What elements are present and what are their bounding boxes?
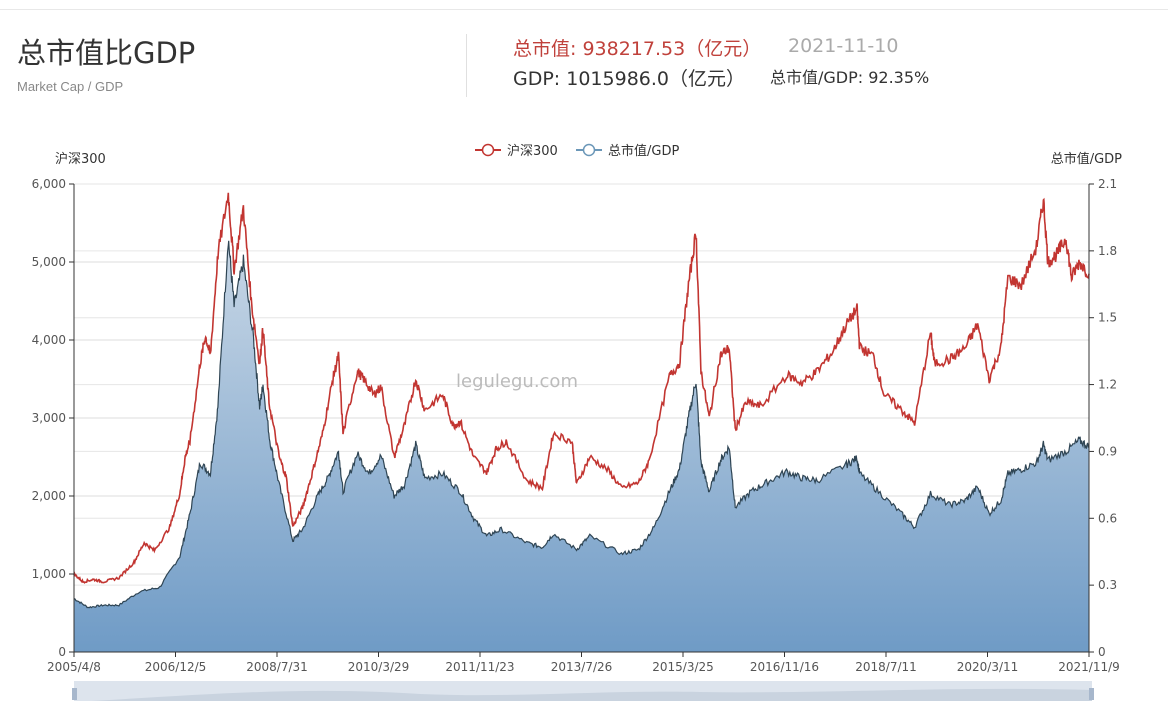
y-right-tick-label: 0.3 <box>1098 578 1117 592</box>
legend-label-hs300: 沪深300 <box>507 143 558 159</box>
x-tick-label: 2013/7/26 <box>551 660 613 674</box>
y-left-tick-label: 4,000 <box>32 333 66 347</box>
y-right-tick-label: 1.8 <box>1098 244 1117 258</box>
axes: 0 1,000 2,000 3,000 4,000 5,000 6,000 0 0.3 0.6 0.… <box>32 177 1120 674</box>
y-left-tick-label: 5,000 <box>32 255 66 269</box>
x-tick-label: 2010/3/29 <box>348 660 410 674</box>
legend-item-ratio[interactable]: 总市值/GDP <box>576 143 679 159</box>
y-left-tick-label: 2,000 <box>32 489 66 503</box>
y-right-tick-label: 1.5 <box>1098 311 1117 325</box>
y-left-axis-title: 沪深300 <box>55 151 106 167</box>
y-left-tick-label: 6,000 <box>32 177 66 191</box>
top-divider <box>0 9 1168 10</box>
y-left-tick-label: 3,000 <box>32 411 66 425</box>
ratio-stat: 总市值/GDP: 92.35% <box>770 68 930 87</box>
ratio-series-area <box>74 240 1089 653</box>
gdp-stat: GDP: 1015986.0（亿元） <box>513 68 745 90</box>
data-date: 2021-11-10 <box>788 35 899 57</box>
page-title: 总市值比GDP <box>17 36 196 70</box>
zoom-handle-right[interactable] <box>1089 688 1094 700</box>
y-right-axis-title: 总市值/GDP <box>1051 151 1122 167</box>
y-right-tick-label: 1.2 <box>1098 378 1117 392</box>
page-subtitle: Market Cap / GDP <box>17 79 124 94</box>
x-tick-label: 2011/11/23 <box>445 660 514 674</box>
x-tick-label: 2015/3/25 <box>652 660 714 674</box>
hs300-series-line[interactable] <box>73 192 1090 584</box>
x-tick-label: 2018/7/11 <box>855 660 917 674</box>
data-zoom-slider[interactable] <box>72 681 1094 701</box>
x-tick-label: 2021/11/9 <box>1058 660 1120 674</box>
market-cap-gdp-chart[interactable]: 0 1,000 2,000 3,000 4,000 5,000 6,000 0 0.3 0.6 0.… <box>0 120 1168 701</box>
x-tick-label: 2005/4/8 <box>47 660 101 674</box>
x-tick-label: 2020/3/11 <box>957 660 1019 674</box>
y-right-tick-label: 2.1 <box>1098 177 1117 191</box>
x-tick-label: 2016/11/16 <box>750 660 819 674</box>
legend-label-ratio: 总市值/GDP <box>608 143 679 159</box>
y-left-tick-label: 1,000 <box>32 567 66 581</box>
market-cap-stat: 总市值: 938217.53（亿元） <box>513 38 762 60</box>
y-right-tick-label: 0.9 <box>1098 444 1117 458</box>
legend-item-hs300[interactable]: 沪深300 <box>475 143 558 159</box>
watermark: legulegu.com <box>456 371 578 392</box>
header-divider <box>466 34 467 97</box>
y-right-tick-label: 0 <box>1098 645 1106 659</box>
y-left-tick-label: 0 <box>58 645 66 659</box>
zoom-preview <box>91 688 1092 701</box>
ratio-series-line[interactable] <box>73 240 1090 609</box>
y-right-tick-label: 0.6 <box>1098 511 1117 525</box>
x-tick-label: 2008/7/31 <box>246 660 308 674</box>
x-tick-label: 2006/12/5 <box>145 660 207 674</box>
legend: 沪深300 总市值/GDP <box>475 143 679 159</box>
zoom-handle-left[interactable] <box>72 688 77 700</box>
